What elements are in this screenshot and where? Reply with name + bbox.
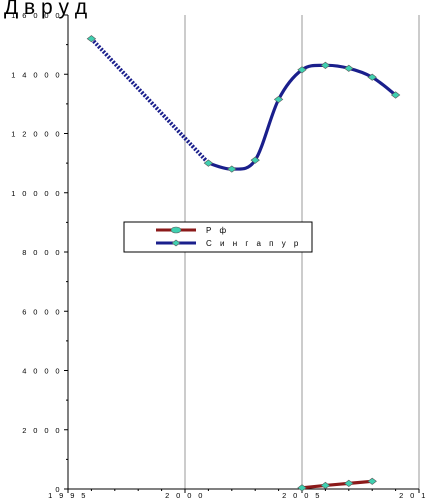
y-tick-label-4000: 4 0 0 0 (22, 367, 62, 376)
y-tick-label-12000: 1 2 0 0 0 (11, 130, 62, 139)
data-point-s1-2005 (297, 66, 307, 74)
axes: 0 2 0 0 0 4 0 0 0 6 0 0 0 8 0 0 0 1 0 0 0 0 1 … (11, 11, 431, 500)
x-tick-label-2000: 2 0 0 0 (165, 491, 205, 500)
data-point-s0-2008 (367, 477, 377, 485)
y-tick-label-10000: 1 0 0 0 0 (11, 189, 62, 198)
series-line-segment-1 (89, 37, 210, 165)
data-point-s1-2008 (367, 73, 377, 81)
data-point-s0-2006 (320, 481, 331, 490)
chart-title: Д в р у д (4, 0, 87, 19)
series-line-0 (301, 479, 373, 490)
x-tick-label-1995: 1 9 9 5 (48, 491, 88, 500)
legend: Р ф С и н г а п у р (123, 221, 313, 253)
legend-label-1: С и н г а п у р (206, 239, 301, 248)
legend-marker-1 (171, 239, 181, 247)
data-point-s1-2003 (250, 156, 260, 164)
y-tick-label-14000: 1 4 0 0 0 (11, 70, 62, 79)
data-point-s1-2006 (320, 61, 331, 69)
data-point-s0-2007 (344, 479, 354, 487)
legend-marker-0 (170, 226, 182, 234)
series-markers (86, 35, 401, 492)
y-tick-label-16000: 1 6 0 0 0 (11, 11, 62, 20)
y-tick-label-0: 0 (55, 485, 62, 494)
data-point-s1-2007 (344, 64, 354, 72)
data-point-s1-1996 (86, 35, 97, 43)
data-point-s1-2004 (273, 95, 284, 104)
y-tick-label-6000: 6 0 0 0 (22, 307, 62, 316)
y-tick-label-2000: 2 0 0 0 (22, 426, 62, 435)
x-tick-label-2010: 2 0 1 0 (399, 491, 431, 500)
data-point-s1-2009 (390, 91, 401, 99)
legend-box (123, 221, 313, 253)
data-point-s0-2005 (297, 484, 307, 492)
data-point-s1-2002 (227, 165, 237, 173)
data-point-s1-2001 (203, 159, 214, 167)
x-tick-label-2005: 2 0 0 5 (282, 491, 322, 500)
legend-label-0: Р ф (206, 226, 229, 235)
y-tick-label-8000: 8 0 0 0 (22, 248, 62, 257)
